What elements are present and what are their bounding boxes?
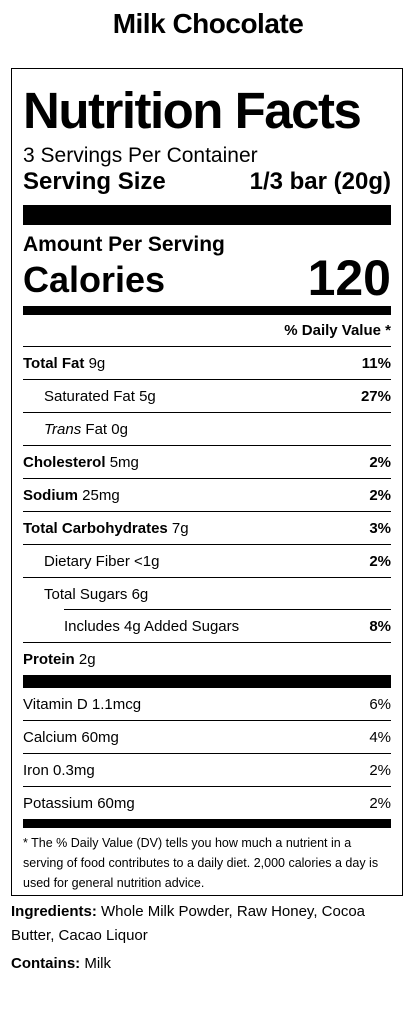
vitamin-amount: 60mg (81, 728, 119, 746)
thick-divider (23, 205, 391, 225)
vitamins-divider (23, 675, 391, 688)
serving-size-label: Serving Size (23, 168, 166, 195)
nutrient-name: Cholesterol (23, 453, 106, 471)
medium-divider (23, 306, 391, 315)
vitamin-name: Iron (23, 761, 49, 779)
vitamin-row-vitamin-d: Vitamin D 1.1mcg 6% (23, 688, 391, 721)
ingredients-text: Whole Milk Powder, Raw Honey, Cocoa Butt… (11, 903, 366, 944)
vitamin-row-calcium: Calcium 60mg 4% (23, 721, 391, 754)
daily-value-footnote: * The % Daily Value (DV) tells you how m… (23, 836, 379, 890)
ingredients-statement: Ingredients: Whole Milk Powder, Raw Hone… (11, 900, 403, 948)
vitamin-row-iron: Iron 0.3mg 2% (23, 754, 391, 787)
daily-value-header: % Daily Value * (23, 315, 391, 347)
vitamin-name: Vitamin D (23, 695, 88, 713)
nutrient-name: Dietary Fiber (44, 552, 130, 570)
nutrient-amount: 5mg (109, 453, 139, 471)
servings-per-container: 3 Servings Per Container (23, 144, 258, 167)
vitamin-amount: 1.1mcg (91, 695, 142, 713)
calories-row: Calories 120 (23, 250, 391, 306)
nutrient-name: Protein (23, 650, 75, 668)
vitamin-name: Calcium (23, 728, 78, 746)
nutrient-name: Total Sugars (44, 585, 128, 603)
nutrient-amount: 25mg (82, 486, 120, 504)
vitamin-name: Potassium (23, 794, 94, 812)
vitamin-dv: 4% (369, 728, 391, 746)
footnote-divider (23, 819, 391, 828)
product-title: Milk Chocolate (112, 8, 304, 39)
nutrient-dv: 2% (369, 552, 391, 570)
nutrient-amount: 2g (78, 650, 96, 668)
vitamin-dv: 6% (369, 695, 391, 713)
nutrient-row-protein: Protein 2g (23, 643, 391, 675)
nutrient-name: Total Fat (23, 354, 85, 372)
nutrient-amount: 0g (111, 420, 128, 438)
contains-label: Contains: (11, 955, 81, 972)
nutrient-row-total-carbohydrates: Total Carbohydrates 7g 3% (23, 512, 391, 545)
nutrient-dv: 3% (369, 519, 391, 537)
vitamin-dv: 2% (369, 761, 391, 779)
nutrient-amount: 7g (171, 519, 189, 537)
nutrient-dv: 2% (369, 486, 391, 504)
allergen-statement: Contains: Milk (11, 952, 403, 976)
nutrient-row-trans-fat: Trans Fat 0g (23, 413, 391, 446)
vitamin-amount: 60mg (97, 794, 135, 812)
contains-text: Milk (84, 955, 112, 972)
added-sugars-text: Includes 4g Added Sugars (64, 617, 240, 635)
nutrient-row-saturated-fat: Saturated Fat 5g 27% (23, 380, 391, 413)
vitamin-row-potassium: Potassium 60mg 2% (23, 787, 391, 819)
nutrient-row-dietary-fiber: Dietary Fiber <1g 2% (23, 545, 391, 578)
nutrient-row-sodium: Sodium 25mg 2% (23, 479, 391, 512)
calories-value: 120 (307, 250, 391, 306)
nutrient-name: Sodium (23, 486, 78, 504)
nutrient-name: Saturated Fat (44, 387, 135, 405)
nutrient-dv: 2% (369, 453, 391, 471)
nutrient-name: Total Carbohydrates (23, 519, 168, 537)
nutrient-amount: <1g (134, 552, 160, 570)
nutrient-amount: 6g (131, 585, 149, 603)
nutrition-facts-label: Nutrition Facts 3 Servings Per Container… (11, 68, 403, 896)
nutrient-row-total-sugars: Total Sugars 6g (23, 578, 391, 610)
serving-size-value: 1/3 bar (20g) (249, 168, 391, 195)
nutrient-name: Trans (44, 420, 82, 438)
vitamin-amount: 0.3mg (53, 761, 95, 779)
serving-size-row: Serving Size 1/3 bar (20g) (23, 168, 391, 196)
nutrient-row-cholesterol: Cholesterol 5mg 2% (23, 446, 391, 479)
nutrient-row-added-sugars: Includes 4g Added Sugars 8% (23, 610, 391, 643)
amount-per-serving: Amount Per Serving (23, 233, 225, 256)
calories-label: Calories (23, 259, 166, 300)
nutrient-name-suffix: Fat (85, 420, 108, 438)
vitamin-dv: 2% (369, 794, 391, 812)
nutrient-dv: 27% (360, 387, 391, 405)
ingredients-label: Ingredients: (11, 903, 97, 920)
nutrient-amount: 5g (139, 387, 156, 405)
nutrition-facts-heading: Nutrition Facts (23, 82, 362, 139)
nutrient-dv: 11% (361, 354, 391, 372)
nutrient-dv: 8% (369, 617, 391, 635)
nutrient-amount: 9g (88, 354, 106, 372)
nutrient-row-total-fat: Total Fat 9g 11% (23, 347, 391, 380)
